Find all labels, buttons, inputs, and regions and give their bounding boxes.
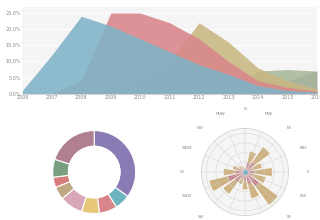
Bar bbox=[244, 172, 246, 181]
Wedge shape bbox=[97, 194, 116, 213]
Bar bbox=[242, 166, 245, 172]
Bar bbox=[245, 169, 252, 172]
Bar bbox=[245, 170, 255, 174]
Wedge shape bbox=[69, 172, 94, 181]
Wedge shape bbox=[94, 147, 119, 187]
Bar bbox=[245, 172, 259, 198]
Bar bbox=[245, 147, 270, 172]
Bar bbox=[245, 172, 252, 176]
Bar bbox=[245, 151, 256, 172]
Wedge shape bbox=[55, 131, 94, 164]
Wedge shape bbox=[71, 172, 94, 188]
Bar bbox=[242, 172, 245, 179]
Bar bbox=[224, 169, 245, 175]
Bar bbox=[245, 163, 262, 172]
Bar bbox=[245, 163, 250, 172]
Bar bbox=[242, 172, 248, 189]
Bar bbox=[245, 172, 252, 184]
Bar bbox=[235, 170, 245, 174]
Bar bbox=[244, 169, 245, 172]
Bar bbox=[238, 169, 245, 172]
Bar bbox=[233, 165, 245, 172]
Wedge shape bbox=[75, 172, 94, 196]
Wedge shape bbox=[53, 175, 70, 187]
Wedge shape bbox=[94, 131, 136, 196]
Circle shape bbox=[68, 146, 120, 198]
Wedge shape bbox=[69, 164, 94, 175]
Wedge shape bbox=[56, 182, 74, 198]
Bar bbox=[244, 169, 245, 172]
Bar bbox=[209, 172, 245, 191]
Bar bbox=[238, 172, 245, 184]
Wedge shape bbox=[62, 189, 86, 211]
Wedge shape bbox=[86, 172, 97, 197]
Wedge shape bbox=[94, 172, 108, 197]
Bar bbox=[242, 169, 245, 172]
Bar bbox=[245, 162, 255, 172]
Bar bbox=[245, 172, 278, 205]
Wedge shape bbox=[94, 172, 114, 193]
Bar bbox=[239, 166, 245, 172]
Wedge shape bbox=[53, 159, 70, 177]
Wedge shape bbox=[70, 147, 94, 172]
Bar bbox=[245, 172, 266, 183]
Bar bbox=[245, 168, 272, 176]
Bar bbox=[223, 172, 245, 194]
Circle shape bbox=[83, 160, 106, 184]
Wedge shape bbox=[81, 196, 100, 214]
Bar bbox=[235, 172, 245, 182]
Bar bbox=[228, 172, 245, 181]
Bar bbox=[245, 172, 259, 186]
Wedge shape bbox=[108, 187, 128, 207]
Bar bbox=[244, 168, 246, 172]
